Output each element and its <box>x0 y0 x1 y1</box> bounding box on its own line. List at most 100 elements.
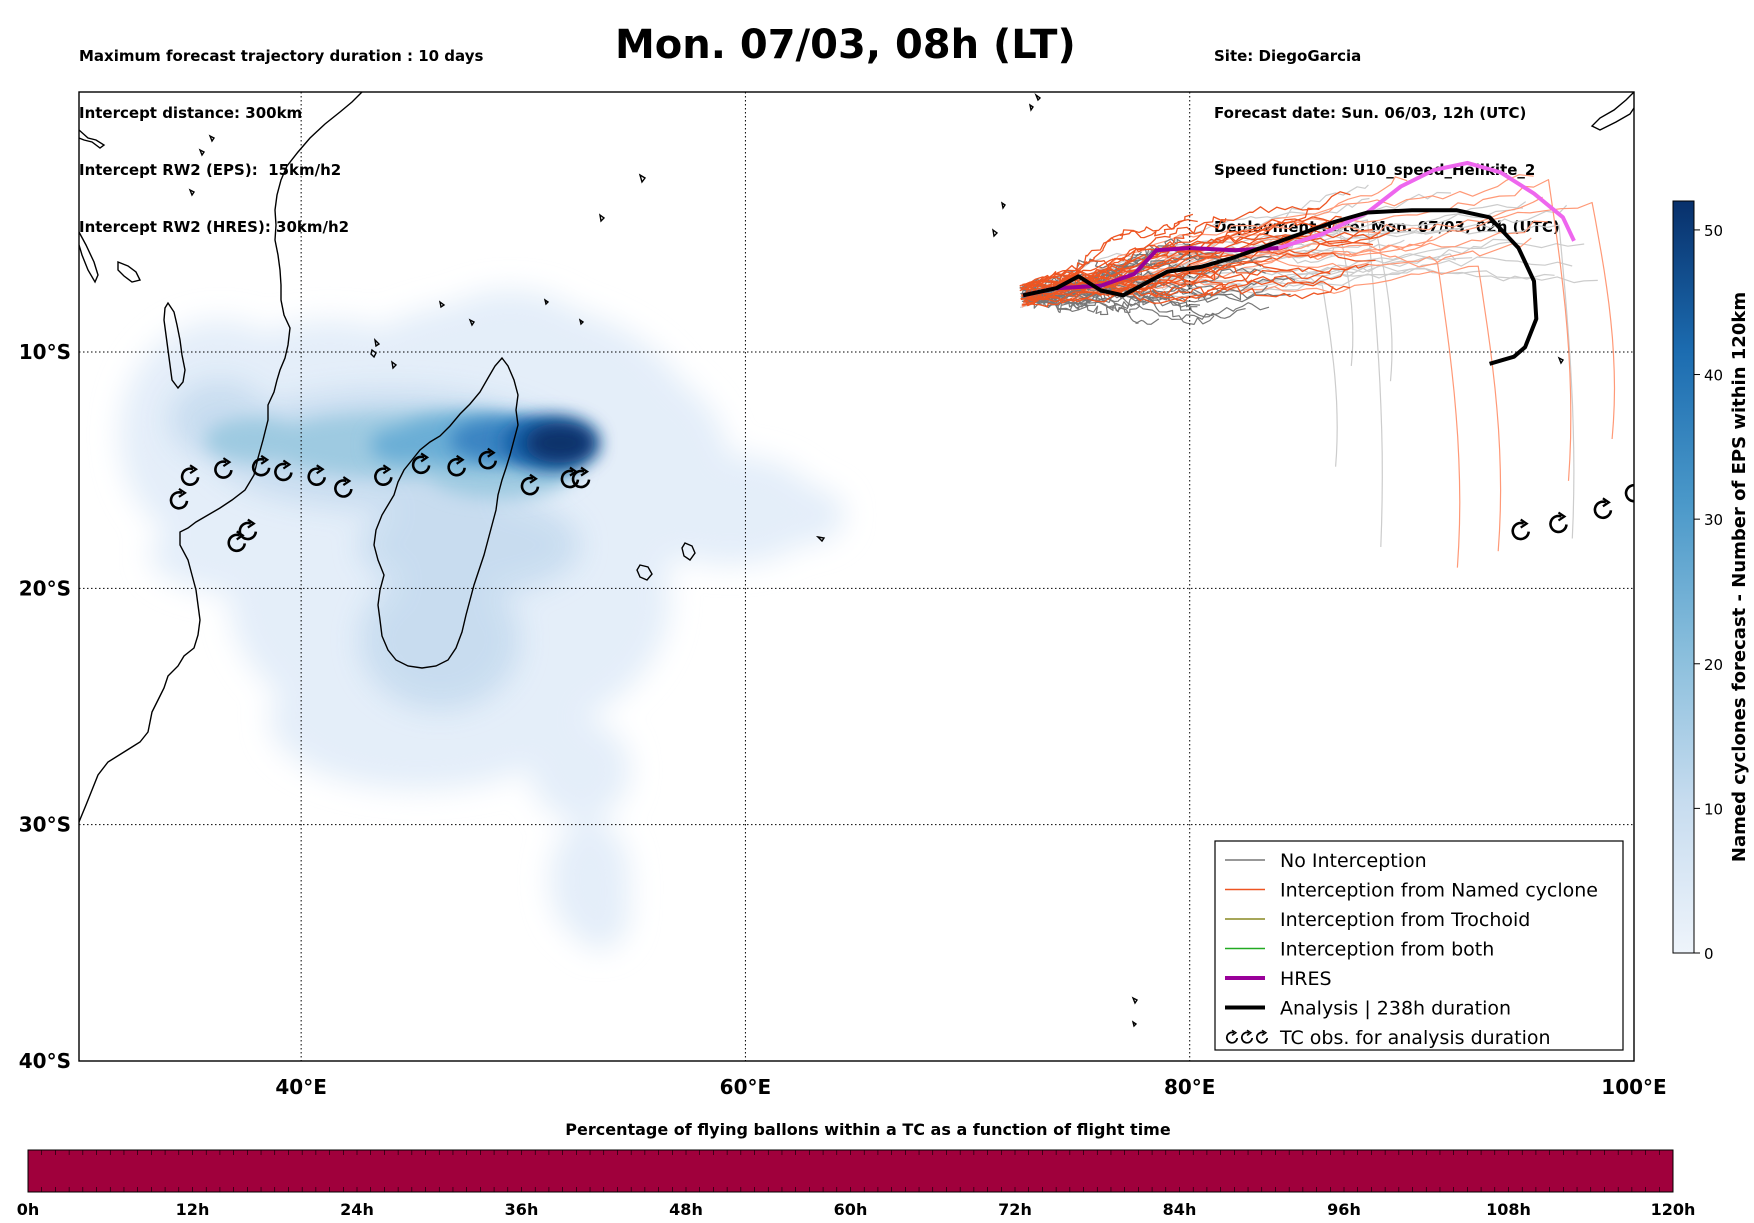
density-blob <box>430 290 590 390</box>
trajectory-member <box>1021 191 1351 306</box>
legend-label: HRES <box>1280 968 1332 990</box>
bottom-bar-title: Percentage of flying ballons within a TC… <box>565 1120 1171 1139</box>
tc-obs-symbol <box>1256 1029 1269 1044</box>
seychelles <box>438 298 585 327</box>
trajectory-member <box>1023 267 1338 467</box>
tc-obs-symbol <box>520 473 540 496</box>
indonesia-coast <box>1590 92 1634 131</box>
arabia-coast <box>79 129 106 149</box>
legend-label: Interception from Trochoid <box>1280 909 1530 931</box>
mauritius <box>681 542 696 561</box>
tc-obs-symbol <box>169 487 189 510</box>
legend-label: No Interception <box>1280 850 1427 872</box>
density-blob <box>370 427 440 463</box>
tc-obs-symbol <box>334 476 353 498</box>
colorbar-tick-label: 0 <box>1704 945 1714 963</box>
trajectory-member <box>1019 206 1320 287</box>
header-right-line: Speed function: U10_speed_Helikite_2 <box>1214 161 1536 179</box>
header-left-line: Intercept RW2 (EPS): 15km/h2 <box>79 161 342 179</box>
hres-track-late <box>1277 160 1576 250</box>
maldives-chagos <box>992 92 1042 238</box>
header-left-info: Maximum forecast trajectory duration : 1… <box>79 9 483 256</box>
trajectory-member <box>1025 288 1155 314</box>
lake-tanganyika <box>79 231 99 284</box>
bottom-bar-tick-label: 0h <box>17 1200 40 1219</box>
legend-label: Analysis | 238h duration <box>1280 998 1511 1020</box>
tc-obs-symbol <box>1226 1029 1239 1044</box>
trajectory-member <box>1021 289 1270 320</box>
eps-density-field <box>120 290 845 950</box>
colorbar-tick-label: 40 <box>1704 367 1723 385</box>
bottom-bar-tick-label: 108h <box>1486 1200 1531 1219</box>
hres-track <box>1022 246 1279 298</box>
map-grid <box>79 92 1634 1061</box>
tc-obs-symbol <box>411 452 431 475</box>
tc-obs-symbol <box>571 466 591 489</box>
legend-label: Interception from both <box>1280 939 1494 961</box>
tc-obs-symbol <box>1624 481 1634 503</box>
density-blob <box>205 418 305 462</box>
trajectory-member <box>1026 263 1369 303</box>
tc-obs-symbol <box>1549 511 1568 534</box>
header-left-line: Intercept RW2 (HRES): 30km/h2 <box>79 218 350 236</box>
colorbar-tick-label: 20 <box>1704 656 1723 674</box>
density-blob <box>150 515 350 595</box>
density-blob <box>525 423 595 463</box>
colorbar-tick-label: 30 <box>1704 511 1723 529</box>
africa-coast <box>79 92 363 823</box>
bottom-bar-tick-label: 36h <box>505 1200 539 1219</box>
legend: No Interception Interception from Named c… <box>1214 840 1624 1051</box>
colorbar-tick-label: 50 <box>1704 222 1723 240</box>
trajectory-member <box>1025 274 1216 303</box>
density-blob <box>360 570 520 710</box>
bottom-bar-tick-label: 96h <box>1327 1200 1361 1219</box>
lat-tick-labels: 10°S 20°S 30°S 40°S <box>19 340 71 1073</box>
lon-tick-label: 40°E <box>275 1075 327 1099</box>
colorbar-title: Named cyclones forecast - Number of EPS … <box>1729 292 1750 862</box>
bottom-bar-tick-label: 84h <box>1163 1200 1197 1219</box>
lon-tick-label: 100°E <box>1601 1075 1666 1099</box>
tc-obs-symbol <box>274 459 293 482</box>
tc-obs-symbol <box>1593 497 1613 520</box>
legend-label: Interception from Named cyclone <box>1280 880 1598 902</box>
map-frame <box>78 91 1635 1062</box>
map-title: Mon. 07/03, 08h (LT) <box>615 22 1076 68</box>
header-left-line: Intercept distance: 300km <box>79 104 303 122</box>
tc-obs-symbol <box>180 464 200 486</box>
tc-obs-symbol <box>478 447 498 470</box>
analysis-track <box>1022 208 1539 366</box>
colorbar: Named cyclones forecast - Number of EPS … <box>1672 200 1750 963</box>
tc-obs-symbol <box>374 464 393 486</box>
header-left-line: Maximum forecast trajectory duration : 1… <box>79 47 484 65</box>
coastlines <box>79 92 1634 1028</box>
lon-tick-labels: 40°E 60°E 80°E 100°E <box>275 1075 1666 1099</box>
header-right-line: Forecast date: Sun. 06/03, 12h (UTC) <box>1214 104 1527 122</box>
colorbar-tick-label: 10 <box>1704 800 1723 818</box>
bottom-bar-tick-label: 48h <box>669 1200 703 1219</box>
lat-tick-label: 40°S <box>19 1049 71 1073</box>
density-blob <box>570 870 630 950</box>
kerguelen <box>1131 996 1139 1028</box>
bottom-bar-tick-label: 72h <box>998 1200 1032 1219</box>
lake-victoria <box>117 260 142 283</box>
tc-obs-symbol <box>1511 518 1531 541</box>
trajectories <box>1019 160 1616 568</box>
bottom-bar-tick-label: 24h <box>340 1200 374 1219</box>
colorbar-gradient <box>1672 200 1695 954</box>
density-blob <box>530 720 630 820</box>
trajectory-member <box>1021 290 1246 319</box>
tc-obs-symbol <box>251 454 271 477</box>
bottom-bar-tick-label: 60h <box>834 1200 868 1219</box>
bottom-bar: Percentage of flying ballons within a TC… <box>17 1120 1696 1219</box>
tc-obs-symbol <box>238 518 258 541</box>
reunion <box>636 564 653 581</box>
bottom-bar-tick-label: 120h <box>1651 1200 1696 1219</box>
red-sea-islands <box>188 134 647 223</box>
lon-tick-label: 80°E <box>1164 1075 1216 1099</box>
tc-observations <box>169 447 1634 553</box>
comoros <box>370 337 398 370</box>
density-blob <box>755 485 845 545</box>
legend-box <box>1214 840 1624 1051</box>
tc-obs-symbol <box>307 464 326 486</box>
